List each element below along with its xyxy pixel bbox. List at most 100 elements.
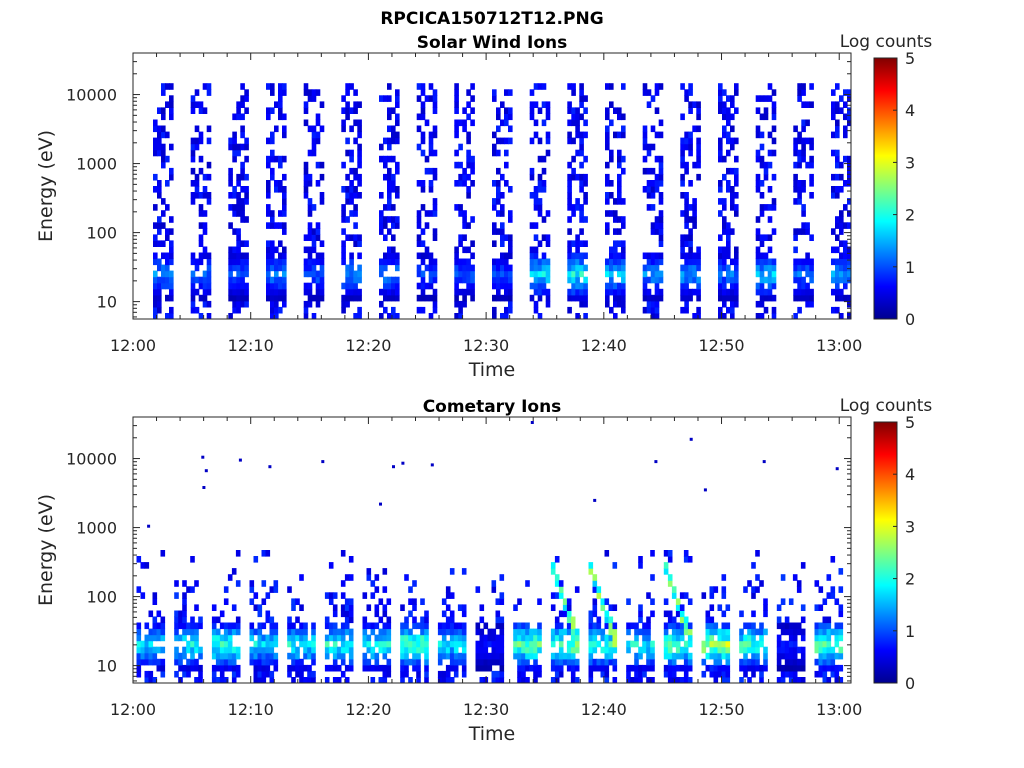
heatmap-cell	[763, 610, 768, 618]
colorbar-tick-label: 4	[905, 465, 915, 484]
heatmap-cell	[366, 646, 372, 654]
heatmap-cell	[722, 313, 727, 319]
heatmap-cell	[771, 258, 777, 266]
heatmap-cell	[391, 186, 396, 193]
heatmap-cell	[270, 137, 275, 145]
heatmap-cell	[646, 252, 652, 260]
heatmap-cell	[650, 640, 655, 648]
heatmap-cell	[504, 137, 509, 145]
heatmap-cell	[571, 155, 576, 163]
heatmap-cell	[449, 628, 455, 636]
heatmap-cell	[270, 155, 275, 163]
heatmap-cell	[541, 186, 547, 193]
heatmap-cell	[613, 264, 618, 272]
heatmap-cell	[219, 658, 225, 666]
heatmap-cell	[416, 664, 421, 672]
heatmap-cell	[730, 95, 735, 102]
heatmap-cell	[605, 83, 610, 90]
heatmap-cell	[496, 192, 501, 199]
heatmap-cell	[687, 628, 693, 636]
heatmap-cell	[847, 167, 851, 175]
heatmap-cell	[734, 294, 739, 302]
heatmap-cell	[274, 276, 279, 284]
heatmap-cell	[348, 664, 354, 672]
heatmap-cell	[579, 131, 584, 139]
heatmap-cell	[725, 604, 731, 611]
heatmap-cell	[504, 276, 509, 284]
heatmap-cell	[499, 616, 505, 624]
heatmap-cell	[545, 234, 551, 241]
heatmap-cell	[453, 664, 459, 672]
heatmap-cell	[847, 294, 851, 302]
heatmap-cell	[307, 228, 313, 235]
heatmap-cell	[462, 180, 467, 187]
heatmap-cell	[734, 155, 739, 163]
heatmap-cell	[404, 616, 409, 624]
heatmap-cell	[475, 622, 481, 630]
heatmap-cell	[148, 652, 154, 660]
heatmap-cell	[793, 294, 798, 302]
heatmap-cell	[491, 586, 497, 593]
heatmap-cell	[319, 240, 325, 247]
heatmap-cell	[696, 264, 701, 272]
heatmap-cell	[236, 246, 241, 254]
heatmap-cell	[194, 658, 199, 666]
heatmap-cell	[496, 113, 501, 121]
heatmap-cell	[755, 658, 760, 666]
heatmap-cell	[508, 240, 513, 247]
heatmap-cell	[416, 216, 422, 223]
heatmap-cell	[617, 113, 622, 121]
heatmap-cell	[805, 161, 810, 169]
heatmap-cell	[198, 155, 204, 163]
heatmap-cell	[751, 646, 756, 654]
heatmap-cell	[575, 107, 580, 114]
heatmap-cell	[626, 640, 631, 648]
heatmap-cell	[332, 652, 338, 660]
heatmap-cell	[437, 628, 443, 636]
heatmap-cell	[466, 288, 471, 296]
heatmap-cell	[228, 270, 233, 278]
heatmap-cell	[801, 282, 806, 290]
heatmap-cell	[658, 258, 664, 266]
heatmap-cell	[353, 288, 358, 296]
heatmap-cell	[529, 282, 535, 290]
heatmap-cell	[282, 264, 287, 272]
heatmap-cell	[198, 313, 204, 319]
heatmap-cell	[683, 670, 689, 678]
heatmap-cell	[307, 198, 313, 205]
heatmap-cell	[424, 119, 430, 127]
heatmap-cell	[663, 598, 669, 605]
heatmap-cell	[420, 282, 426, 290]
heatmap-cell	[805, 222, 810, 229]
heatmap-cell	[609, 276, 614, 284]
heatmap-cell	[583, 294, 588, 302]
heatmap-cell	[525, 652, 530, 660]
heatmap-cell	[521, 640, 526, 648]
heatmap-cell	[420, 628, 425, 636]
heatmap-cell	[755, 216, 761, 223]
heatmap-cell	[395, 131, 400, 139]
heatmap-cell	[843, 222, 848, 229]
heatmap-cell	[387, 186, 392, 193]
heatmap-cell	[537, 155, 543, 163]
heatmap-cell	[525, 634, 530, 642]
heatmap-cell	[684, 282, 689, 290]
heatmap-cell	[441, 677, 447, 683]
heatmap-cell	[492, 258, 497, 266]
heatmap-cell	[332, 610, 338, 618]
heatmap-cell	[684, 276, 689, 284]
heatmap-cell	[165, 264, 170, 272]
heatmap-cell	[663, 622, 669, 630]
heatmap-cell	[353, 204, 358, 211]
heatmap-cell	[136, 646, 142, 654]
heatmap-cell	[341, 240, 346, 247]
heatmap-cell	[759, 131, 765, 139]
heatmap-cell	[617, 288, 622, 296]
heatmap-cell	[291, 658, 296, 666]
heatmap-cell	[475, 646, 481, 654]
heatmap-cell	[755, 640, 760, 648]
heatmap-cell	[608, 622, 614, 630]
heatmap-cell	[157, 288, 162, 296]
heatmap-cell	[303, 101, 309, 108]
heatmap-cell	[504, 107, 509, 114]
